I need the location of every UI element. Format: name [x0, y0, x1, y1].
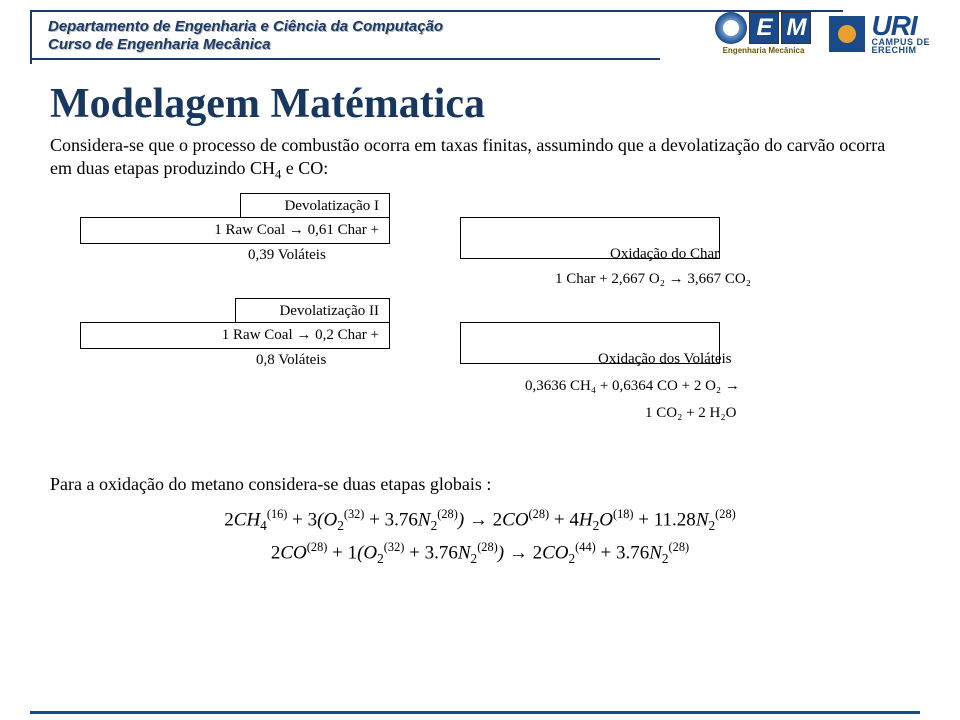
- oxid-char-eq: 1 Char + 2,667 O₂ → 3,667 CO₂: [555, 271, 751, 288]
- oxid-vol-label: Oxidação dos Voláteis: [598, 351, 732, 368]
- devol2-vol: 0,8 Voláteis: [256, 352, 326, 369]
- header-logos: E M Engenharia Mecânica URI CAMPUS DE ER…: [715, 12, 930, 55]
- dept-line-1: Departamento de Engenharia e Ciência da …: [48, 18, 443, 36]
- devol2-box: Devolatização II: [235, 298, 390, 325]
- oxid-methane-intro: Para a oxidação do metano considera-se d…: [50, 473, 910, 496]
- equations-block: 2CH4(16) + 3(O2(32) + 3.76N2(28)) → 2CO(…: [50, 507, 910, 567]
- intro-paragraph: Considera-se que o processo de combustão…: [50, 134, 910, 183]
- devol2-line-text: 1 Raw Coal → 0,2 Char +: [222, 327, 379, 343]
- devol1-line-text: 1 Raw Coal → 0,61 Char +: [214, 222, 379, 238]
- reaction-diagram: Devolatização I 1 Raw Coal → 0,61 Char +…: [80, 193, 880, 473]
- header-text-block: Departamento de Engenharia e Ciência da …: [40, 12, 443, 60]
- intro-tail: e CO:: [281, 158, 328, 178]
- logo-em-letter-m: M: [781, 12, 811, 44]
- logo-em: E M Engenharia Mecânica: [715, 12, 811, 55]
- devol1-vol: 0,39 Voláteis: [248, 247, 326, 264]
- main-content: Modelagem Matématica Considera-se que o …: [0, 72, 960, 567]
- logo-uri-big: URI: [871, 13, 930, 38]
- dept-line-2: Curso de Engenharia Mecânica: [48, 36, 443, 54]
- oxid-vol-eq1: 0,3636 CH₄ + 0,6364 CO + 2 O₂ →: [525, 378, 740, 395]
- gear-icon: [715, 12, 747, 44]
- page-header: Departamento de Engenharia e Ciência da …: [0, 0, 960, 72]
- devol1-line-box: 1 Raw Coal → 0,61 Char +: [80, 217, 390, 244]
- equation-2: 2CO(28) + 1(O2(32) + 3.76N2(28)) → 2CO2(…: [50, 540, 910, 567]
- footer-divider: [30, 711, 920, 714]
- logo-em-letter-e: E: [749, 12, 779, 44]
- page-title: Modelagem Matématica: [50, 80, 910, 128]
- logo-em-subtitle: Engenharia Mecânica: [723, 46, 805, 55]
- logo-uri-icon: [829, 16, 865, 52]
- equation-1: 2CH4(16) + 3(O2(32) + 3.76N2(28)) → 2CO(…: [50, 507, 910, 534]
- intro-text: Considera-se que o processo de combustão…: [50, 135, 885, 178]
- logo-uri-text: URI CAMPUS DE ERECHIM: [871, 13, 930, 54]
- logo-uri-city: ERECHIM: [871, 46, 930, 54]
- logo-uri: URI CAMPUS DE ERECHIM: [829, 13, 930, 54]
- header-divider: [30, 58, 660, 60]
- oxid-char-label: Oxidação do Char: [610, 246, 719, 263]
- devol2-line-box: 1 Raw Coal → 0,2 Char +: [80, 322, 390, 349]
- logo-em-icon: E M: [715, 12, 811, 44]
- oxid-vol-eq2: 1 CO₂ + 2 H₂O: [645, 405, 736, 422]
- devol1-box: Devolatização I: [240, 193, 390, 220]
